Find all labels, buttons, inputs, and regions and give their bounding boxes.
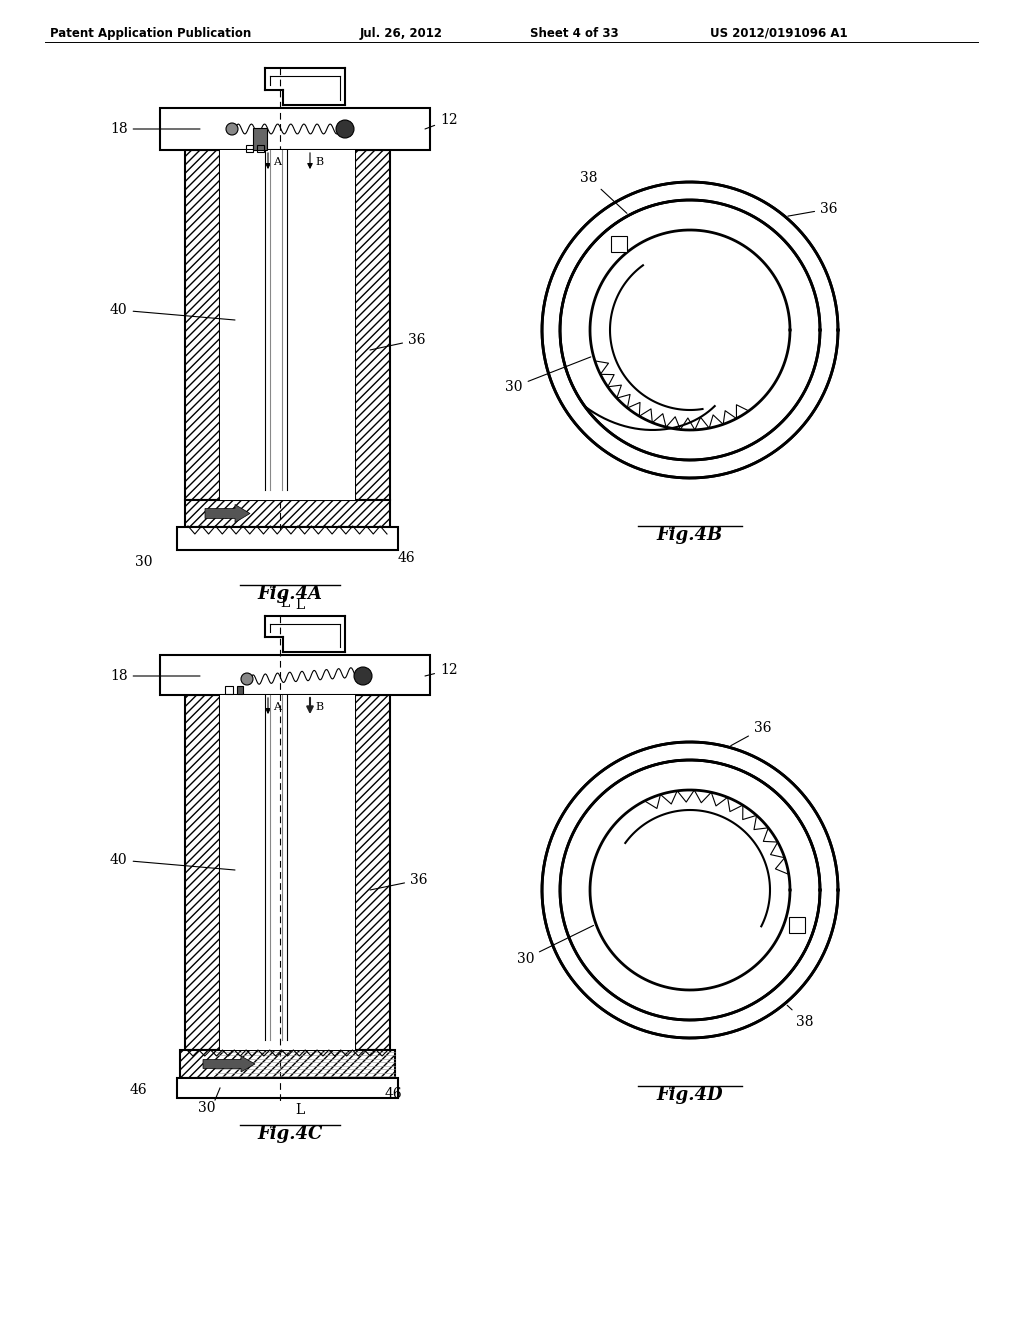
- Text: Jul. 26, 2012: Jul. 26, 2012: [360, 26, 443, 40]
- Circle shape: [226, 123, 238, 135]
- Bar: [185, 500, 390, 527]
- Circle shape: [241, 673, 253, 685]
- Bar: [160, 108, 430, 150]
- Circle shape: [542, 742, 838, 1038]
- Bar: [257, 145, 264, 152]
- Circle shape: [542, 182, 838, 478]
- Bar: [246, 145, 253, 152]
- Bar: [220, 696, 355, 1049]
- Text: 30: 30: [517, 925, 594, 966]
- Bar: [180, 1049, 395, 1078]
- Bar: [177, 1078, 398, 1098]
- Circle shape: [336, 120, 354, 139]
- Text: 40: 40: [110, 304, 234, 319]
- Text: L: L: [281, 597, 290, 610]
- Bar: [788, 916, 805, 933]
- Text: A: A: [273, 702, 281, 711]
- Text: 40: 40: [110, 853, 234, 870]
- Bar: [355, 696, 390, 1049]
- Bar: [185, 150, 220, 500]
- Text: 18: 18: [110, 669, 200, 682]
- Bar: [220, 150, 355, 500]
- Text: Fig.4B: Fig.4B: [656, 525, 723, 544]
- Text: Fig.4C: Fig.4C: [257, 1125, 323, 1143]
- Text: 30: 30: [505, 356, 591, 393]
- Text: 36: 36: [787, 202, 838, 216]
- Bar: [185, 696, 220, 1049]
- Bar: [177, 527, 398, 550]
- Circle shape: [354, 667, 372, 685]
- Text: 36: 36: [370, 873, 427, 890]
- Bar: [237, 686, 243, 694]
- Bar: [355, 150, 390, 500]
- Text: 18: 18: [110, 121, 200, 136]
- Text: 36: 36: [370, 333, 426, 350]
- Text: 46: 46: [385, 1086, 402, 1101]
- Bar: [160, 655, 430, 696]
- Text: 30: 30: [135, 554, 153, 569]
- Text: 12: 12: [425, 663, 458, 677]
- FancyArrow shape: [205, 504, 250, 523]
- Text: A: A: [273, 157, 281, 168]
- Text: L: L: [295, 1104, 304, 1117]
- Text: Patent Application Publication: Patent Application Publication: [50, 26, 251, 40]
- Text: 38: 38: [787, 1006, 813, 1028]
- Bar: [610, 236, 627, 252]
- Text: 36: 36: [731, 721, 771, 746]
- Text: 12: 12: [425, 114, 458, 129]
- Text: Fig.4D: Fig.4D: [656, 1086, 723, 1104]
- FancyArrow shape: [203, 1056, 255, 1072]
- Text: 38: 38: [580, 170, 627, 214]
- Text: Fig.4A: Fig.4A: [257, 585, 323, 603]
- Text: US 2012/0191096 A1: US 2012/0191096 A1: [710, 26, 848, 40]
- Text: Sheet 4 of 33: Sheet 4 of 33: [530, 26, 618, 40]
- Text: 46: 46: [130, 1082, 147, 1097]
- Bar: [225, 686, 233, 694]
- Bar: [253, 128, 267, 150]
- Text: 46: 46: [398, 550, 416, 565]
- Text: 30: 30: [198, 1101, 215, 1115]
- Text: B: B: [315, 157, 324, 168]
- Text: B: B: [315, 702, 324, 711]
- Text: L: L: [295, 598, 304, 612]
